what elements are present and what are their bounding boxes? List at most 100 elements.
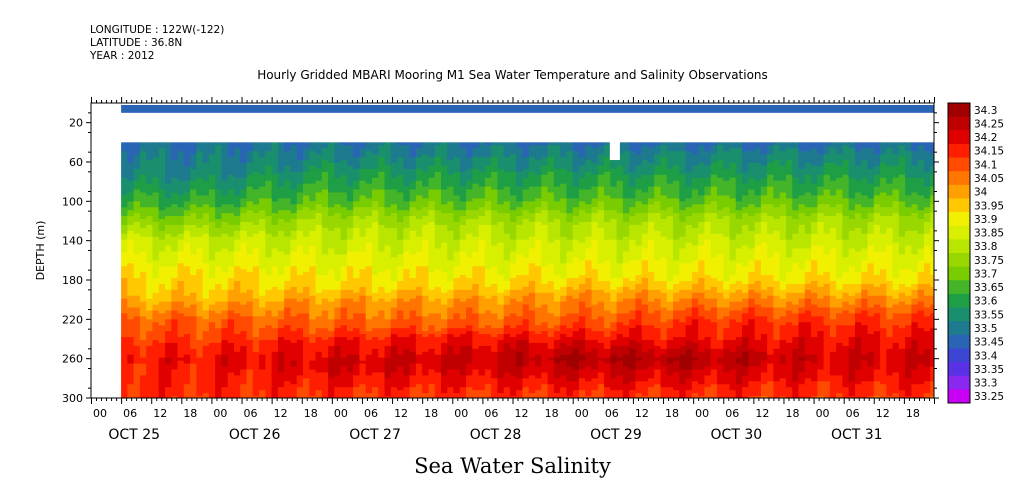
salinity-cell	[221, 342, 229, 347]
salinity-cell	[284, 384, 292, 388]
salinity-cell	[208, 195, 216, 199]
salinity-cell	[271, 183, 279, 188]
salinity-cell	[372, 198, 379, 202]
salinity-cell	[353, 263, 361, 267]
salinity-cell	[390, 339, 398, 344]
salinity-cell	[372, 381, 379, 385]
salinity-cell	[227, 369, 235, 374]
salinity-cell	[359, 331, 367, 335]
salinity-cell	[334, 369, 342, 374]
salinity-cell	[227, 251, 235, 256]
salinity-cell	[415, 227, 423, 232]
salinity-cell	[196, 348, 204, 353]
salinity-cell	[290, 328, 298, 332]
salinity-cell	[127, 396, 135, 398]
salinity-cell	[321, 372, 329, 376]
salinity-cell	[353, 396, 361, 398]
salinity-cell	[397, 145, 404, 149]
salinity-cell	[422, 298, 430, 303]
salinity-cell	[196, 283, 204, 288]
salinity-cell	[434, 292, 442, 297]
salinity-cell	[397, 260, 404, 264]
salinity-cell	[240, 316, 248, 320]
salinity-cell	[196, 272, 204, 276]
salinity-cell	[441, 213, 448, 217]
salinity-cell	[127, 331, 135, 335]
salinity-cell	[183, 160, 191, 164]
salinity-cell	[397, 366, 404, 371]
salinity-cell	[290, 248, 298, 253]
salinity-cell	[296, 162, 304, 167]
salinity-cell	[378, 278, 386, 282]
salinity-cell	[353, 289, 361, 294]
salinity-cell	[453, 310, 461, 315]
salinity-cell	[390, 387, 398, 391]
salinity-cell	[296, 248, 304, 253]
salinity-cell	[321, 162, 329, 167]
salinity-cell	[315, 221, 323, 226]
salinity-cell	[466, 396, 473, 398]
salinity-cell	[165, 295, 172, 300]
salinity-cell	[415, 348, 423, 353]
salinity-cell	[478, 157, 486, 161]
salinity-cell	[177, 269, 185, 273]
salinity-cell	[459, 192, 467, 197]
salinity-cell	[146, 251, 154, 256]
salinity-cell	[196, 319, 204, 323]
salinity-cell	[234, 337, 241, 341]
salinity-cell	[309, 180, 317, 185]
salinity-cell	[359, 180, 367, 185]
salinity-cell	[190, 248, 197, 253]
salinity-cell	[227, 272, 235, 276]
salinity-cell	[139, 201, 147, 205]
salinity-cell	[334, 360, 342, 365]
salinity-cell	[121, 378, 128, 382]
salinity-cell	[277, 160, 285, 164]
salinity-cell	[378, 245, 386, 250]
salinity-cell	[121, 171, 128, 176]
salinity-cell	[321, 298, 329, 303]
salinity-cell	[127, 239, 135, 244]
salinity-cell	[121, 142, 128, 146]
salinity-cell	[315, 328, 323, 332]
salinity-cell	[447, 289, 455, 294]
salinity-cell	[353, 348, 361, 353]
salinity-cell	[328, 342, 335, 347]
salinity-cell	[152, 319, 160, 323]
salinity-cell	[227, 192, 235, 197]
salinity-cell	[372, 322, 379, 326]
salinity-cell	[284, 325, 292, 329]
salinity-cell	[422, 292, 430, 297]
salinity-cell	[365, 216, 373, 220]
salinity-cell	[190, 272, 197, 276]
salinity-cell	[277, 213, 285, 217]
salinity-cell	[127, 272, 135, 276]
salinity-cell	[441, 292, 448, 297]
salinity-cell	[127, 207, 135, 211]
salinity-cell	[259, 195, 266, 199]
salinity-cell	[403, 366, 411, 371]
salinity-cell	[290, 204, 298, 208]
salinity-cell	[359, 260, 367, 264]
salinity-cell	[165, 275, 172, 279]
salinity-cell	[459, 322, 467, 326]
salinity-cell	[152, 230, 160, 235]
surface-salinity-band	[121, 105, 934, 113]
salinity-cell	[296, 254, 304, 258]
salinity-cell	[447, 369, 455, 374]
salinity-cell	[346, 257, 354, 261]
salinity-cell	[208, 387, 216, 391]
salinity-cell	[434, 168, 442, 173]
salinity-cell	[384, 369, 392, 374]
salinity-cell	[259, 165, 266, 170]
salinity-cell	[353, 177, 361, 182]
salinity-cell	[315, 204, 323, 208]
salinity-cell	[183, 242, 191, 247]
salinity-cell	[165, 207, 172, 211]
salinity-cell	[133, 233, 141, 238]
salinity-cell	[328, 192, 335, 197]
salinity-cell	[409, 372, 417, 376]
salinity-cell	[428, 363, 436, 368]
salinity-cell	[303, 216, 310, 220]
salinity-cell	[397, 180, 404, 185]
